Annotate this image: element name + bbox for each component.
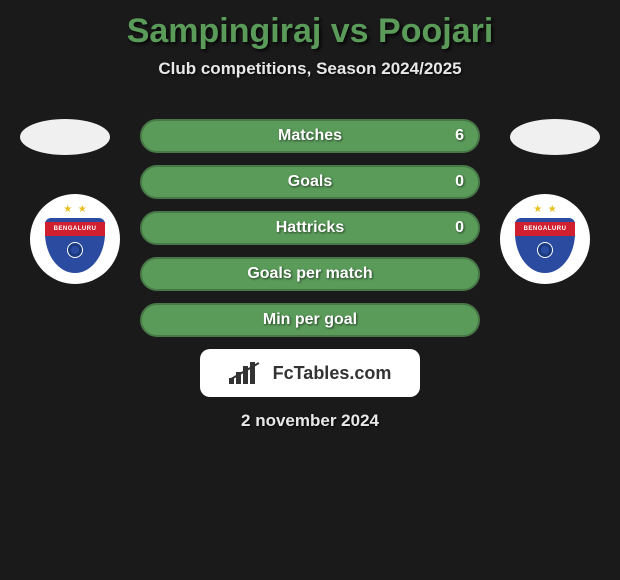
stat-label: Hattricks [276, 219, 344, 237]
badge-name: BENGALURU [515, 222, 575, 236]
date-text: 2 november 2024 [10, 411, 610, 431]
player-right-badge-placeholder [510, 119, 600, 155]
stat-value: 0 [455, 173, 464, 191]
player-left-badge-placeholder [20, 119, 110, 155]
club-crest: ★ ★ BENGALURU [515, 204, 575, 274]
badge-ball-icon [537, 242, 553, 258]
stat-label: Min per goal [263, 311, 357, 329]
fctables-logo-icon [229, 362, 265, 384]
stat-label: Goals per match [247, 265, 372, 283]
club-badge-right: ★ ★ BENGALURU [500, 194, 590, 284]
page-title: Sampingiraj vs Poojari [10, 0, 610, 59]
watermark[interactable]: FcTables.com [200, 349, 420, 397]
club-crest: ★ ★ BENGALURU [45, 204, 105, 274]
stat-row: Goals 0 [140, 165, 480, 199]
stat-row: Hattricks 0 [140, 211, 480, 245]
badge-stars-icon: ★ ★ [515, 204, 575, 215]
subtitle: Club competitions, Season 2024/2025 [10, 59, 610, 109]
stat-row: Min per goal [140, 303, 480, 337]
stat-label: Goals [288, 173, 332, 191]
badge-ball-icon [67, 242, 83, 258]
content-area: ★ ★ BENGALURU ★ ★ BENGALURU Matches 6 Go… [10, 109, 610, 431]
stat-label: Matches [278, 127, 342, 145]
watermark-text: FcTables.com [273, 363, 392, 384]
club-badge-left: ★ ★ BENGALURU [30, 194, 120, 284]
stats-panel: Matches 6 Goals 0 Hattricks 0 Goals per … [140, 109, 480, 337]
stat-value: 0 [455, 219, 464, 237]
stat-row: Matches 6 [140, 119, 480, 153]
badge-name: BENGALURU [45, 222, 105, 236]
comparison-card: Sampingiraj vs Poojari Club competitions… [0, 0, 620, 431]
stat-value: 6 [455, 127, 464, 145]
badge-stars-icon: ★ ★ [45, 204, 105, 215]
stat-row: Goals per match [140, 257, 480, 291]
